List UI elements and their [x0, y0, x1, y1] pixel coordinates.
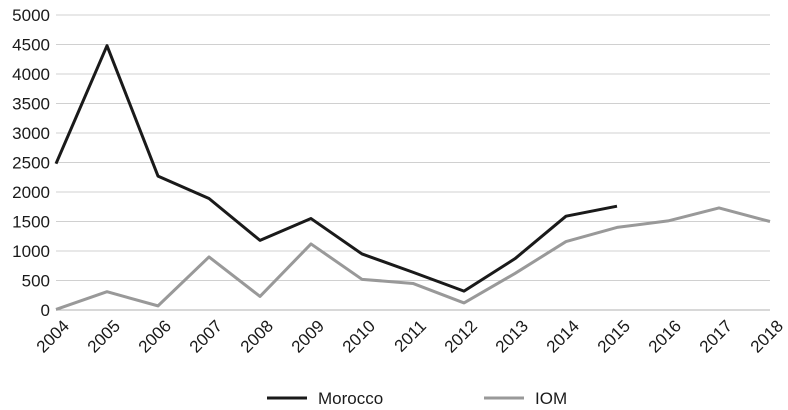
y-tick-label-4500: 4500: [12, 36, 50, 55]
x-tick-label-2013: 2013: [492, 316, 532, 356]
series-line-morocco: [54, 44, 618, 293]
x-tick-label-2004: 2004: [33, 316, 73, 356]
legend: Morocco IOM: [267, 389, 567, 408]
x-tick-label-2018: 2018: [747, 316, 787, 356]
y-tick-label-0: 0: [41, 301, 50, 320]
y-tick-label-5000: 5000: [12, 6, 50, 25]
x-tick-label-2015: 2015: [594, 316, 634, 356]
y-tick-label-2500: 2500: [12, 154, 50, 173]
y-tick-label-2000: 2000: [12, 183, 50, 202]
y-tick-label-1000: 1000: [12, 242, 50, 261]
y-tick-label-3000: 3000: [12, 124, 50, 143]
legend-label-morocco: Morocco: [318, 389, 383, 408]
y-tick-label-4000: 4000: [12, 65, 50, 84]
x-tick-label-2010: 2010: [339, 316, 379, 356]
x-tick-label-2007: 2007: [186, 316, 226, 356]
gridlines: [56, 14, 770, 281]
x-axis-tick-labels: 2004 2005 2006 2007 2008 2009 2010 2011 2012 2013…: [33, 316, 787, 356]
series-line-iom: [55, 206, 771, 311]
y-tick-label-500: 500: [22, 272, 50, 291]
x-tick-label-2005: 2005: [84, 316, 124, 356]
x-tick-label-2017: 2017: [696, 316, 736, 356]
x-tick-label-2011: 2011: [391, 316, 430, 355]
x-tick-label-2012: 2012: [441, 316, 481, 356]
legend-label-iom: IOM: [535, 389, 567, 408]
x-tick-label-2009: 2009: [288, 316, 328, 356]
x-tick-label-2006: 2006: [135, 316, 175, 356]
x-tick-label-2016: 2016: [645, 316, 685, 356]
y-tick-label-1500: 1500: [12, 213, 50, 232]
x-tick-label-2008: 2008: [237, 316, 277, 356]
y-axis-tick-labels: 0 500 1000 1500 2000 2500 3000 3500 4000 4500 5000: [12, 6, 50, 320]
y-tick-label-3500: 3500: [12, 95, 50, 114]
x-tick-label-2014: 2014: [543, 316, 583, 356]
series-lines: [54, 44, 771, 311]
